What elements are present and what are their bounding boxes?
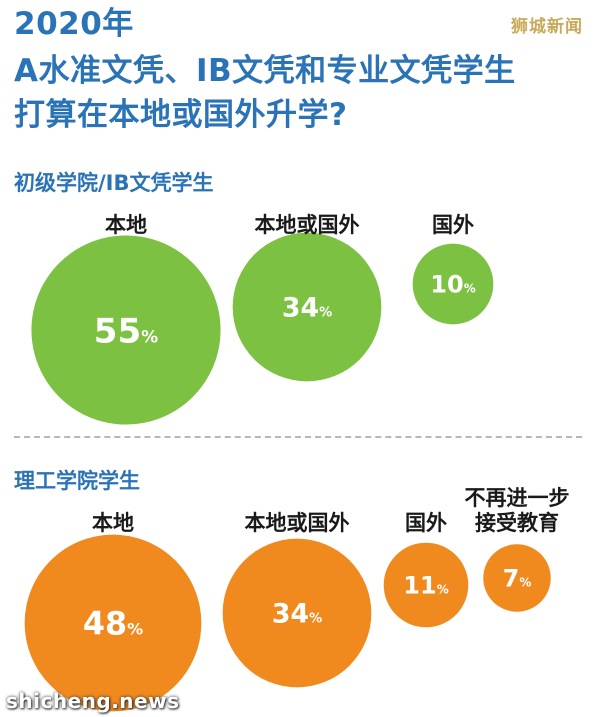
bubble-1-3: [483, 544, 551, 612]
bubble-1-1: [222, 538, 372, 688]
value-label-0-0: 55%: [94, 311, 158, 351]
value-label-0-2: 10%: [430, 271, 475, 299]
title-line-2: A水准文凭、IB文凭和专业文凭学生: [14, 53, 516, 89]
section-title-jc-ib: 初级学院/IB文凭学生: [14, 171, 214, 195]
category-label-1-2: 国外: [405, 511, 447, 535]
section-divider: [14, 436, 582, 438]
value-label-1-2: 11%: [403, 572, 448, 600]
watermark-top: 狮城新闻: [511, 17, 583, 37]
watermark-bottom: shicheng.news: [6, 689, 180, 713]
category-label-1-0: 本地: [92, 511, 134, 535]
bubble-1-0: [24, 534, 202, 712]
category-label-1-3: 不再进一步接受教育: [465, 486, 570, 535]
category-label-0-1: 本地或国外: [255, 213, 360, 237]
category-label-0-0: 本地: [105, 213, 147, 237]
section-title-poly: 理工学院学生: [14, 469, 140, 493]
value-label-1-1: 34%: [272, 599, 322, 630]
value-label-0-1: 34%: [282, 293, 332, 324]
category-label-1-1: 本地或国外: [245, 511, 350, 535]
bubble-0-1: [232, 232, 382, 382]
category-label-0-2: 国外: [432, 213, 474, 237]
title-year: 2020年: [14, 6, 134, 42]
title-line-3: 打算在本地或国外升学?: [14, 97, 348, 133]
value-label-1-3: 7%: [503, 565, 532, 593]
value-label-1-0: 48%: [83, 605, 143, 642]
bubble-0-0: [31, 235, 221, 425]
bubble-1-2: [383, 542, 469, 628]
bubble-0-2: [412, 243, 494, 325]
